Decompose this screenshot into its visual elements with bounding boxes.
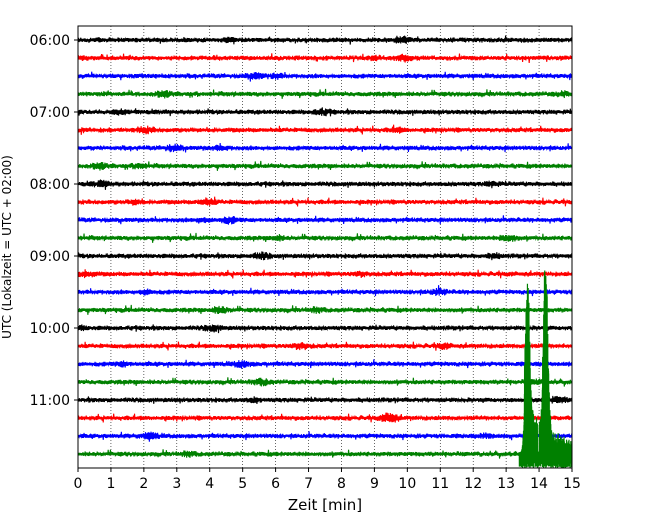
x-tick-label: 7 (304, 476, 313, 492)
x-tick-label: 5 (238, 476, 247, 492)
trace-row (78, 196, 572, 207)
trace-row (78, 124, 572, 135)
trace-row (78, 142, 572, 153)
x-tick-label: 11 (431, 476, 449, 492)
x-tick-label: 4 (205, 476, 214, 492)
x-axis-label: Zeit [min] (288, 496, 362, 514)
x-tick-label: 3 (172, 476, 181, 492)
x-tick-label: 0 (74, 476, 83, 492)
trace-row (78, 107, 572, 117)
x-tick-label: 9 (370, 476, 379, 492)
trace-row (78, 431, 572, 442)
trace-row (78, 88, 572, 99)
trace-row (78, 395, 572, 404)
trace-row (78, 269, 572, 279)
trace-row (78, 215, 572, 225)
x-tick-label: 14 (530, 476, 548, 492)
trace-row (78, 71, 572, 82)
y-axis-label: UTC (Lokalzeit = UTC + 02:00) (0, 155, 14, 339)
trace-row (78, 232, 572, 243)
trace-row (78, 179, 572, 190)
trace-row (78, 160, 572, 171)
trace-row (78, 449, 572, 459)
trace-row (78, 359, 572, 369)
trace-row (78, 53, 572, 64)
x-tick-label: 10 (398, 476, 416, 492)
trace-row (78, 304, 572, 315)
x-tick-label: 6 (271, 476, 280, 492)
y-tick-label: 09:00 (30, 249, 70, 265)
trace-row (78, 251, 572, 261)
trace-row (78, 324, 572, 334)
x-tick-label: 8 (337, 476, 346, 492)
trace-row (78, 35, 572, 45)
trace-row (78, 412, 572, 423)
x-tick-label: 12 (464, 476, 482, 492)
plot-frame (77, 25, 573, 469)
y-tick-label: 10:00 (30, 321, 70, 337)
y-tick-label: 11:00 (30, 393, 70, 409)
x-tick-label: 2 (139, 476, 148, 492)
x-tick-label: 13 (497, 476, 515, 492)
x-axis: 0 1 2 3 4 5 6 7 8 9 10 11 12 13 14 15 (74, 468, 581, 492)
trace-row (78, 341, 572, 351)
y-tick-label: 07:00 (30, 105, 70, 121)
traces (78, 35, 572, 468)
y-tick-label: 06:00 (30, 33, 70, 49)
x-tick-label: 15 (563, 476, 581, 492)
event-trace (518, 270, 572, 468)
x-tick-label: 1 (106, 476, 115, 492)
trace-row (78, 377, 572, 387)
y-tick-label: 08:00 (30, 177, 70, 193)
y-axis: 06:00 07:00 08:00 09:00 10:00 11:00 (30, 33, 78, 409)
trace-row (78, 285, 572, 297)
